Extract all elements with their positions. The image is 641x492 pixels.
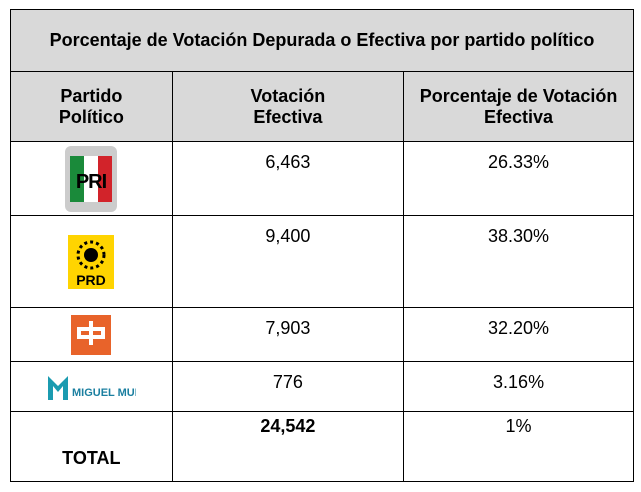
percent: 38.30%: [403, 215, 634, 308]
mm-logo: MIGUEL MUÑIZ: [48, 375, 136, 400]
votes: 776: [171, 361, 405, 412]
prd-logo: PRD: [68, 234, 115, 289]
logo-text: PRI: [76, 171, 107, 193]
header-cell: Porcentaje de Votación Efectiva: [403, 71, 634, 142]
header: Votación Efectiva: [250, 85, 326, 127]
percent: 32.20%: [403, 307, 634, 362]
percent: 3.16%: [403, 361, 634, 412]
percent: 26.33%: [403, 141, 634, 216]
header-cell: Partido Político: [10, 71, 173, 142]
logo-cell: [10, 307, 173, 362]
logo-cell: MIGUEL MUÑIZ: [10, 361, 173, 412]
header: Porcentaje de Votación Efectiva: [419, 85, 618, 127]
header-cell: Votación Efectiva: [171, 71, 405, 142]
logo-text: MIGUEL MUÑIZ: [72, 386, 136, 399]
votes: 9,400: [171, 215, 405, 308]
cp-logo: [71, 314, 112, 355]
total-votes: 24,542: [171, 411, 405, 482]
logo-cell: PRD: [10, 215, 173, 308]
title-cell: Porcentaje de Votación Depurada o Efecti…: [10, 9, 634, 72]
title: Porcentaje de Votación Depurada o Efecti…: [49, 30, 595, 50]
votes: 7,903: [171, 307, 405, 362]
logo-cell: PRI: [10, 141, 173, 216]
results-table: Porcentaje de Votación Depurada o Efecti…: [10, 9, 634, 482]
total-label: TOTAL: [10, 411, 173, 482]
total-percent: 1%: [403, 411, 634, 482]
votes: 6,463: [171, 141, 405, 216]
header: Partido Político: [58, 85, 124, 127]
logo-text: PRD: [77, 272, 107, 288]
pri-logo: PRI: [65, 145, 118, 212]
